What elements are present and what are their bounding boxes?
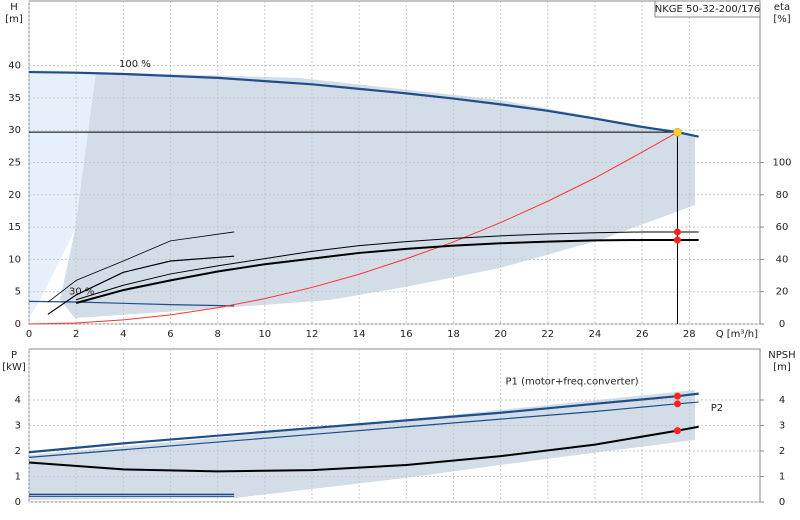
x-tick-label: 6	[167, 329, 173, 340]
y-tick-label: 20	[8, 190, 21, 201]
x-tick-label: 16	[400, 329, 413, 340]
y2-tick-label: 0	[779, 497, 785, 508]
y2-tick-label: 40	[776, 254, 789, 265]
y2-tick-label: 80	[776, 190, 789, 201]
y2-tick-label: 1	[779, 472, 785, 483]
y2-tick-label: 100	[772, 158, 791, 169]
operating-point	[673, 400, 681, 408]
y-tick-label: 35	[8, 93, 21, 104]
x-tick-label: 12	[306, 329, 319, 340]
y-tick-label: 0	[15, 497, 21, 508]
x-tick-label: 10	[258, 329, 271, 340]
chart-title: NKGE 50-32-200/176	[655, 4, 761, 15]
y-tick-label: 10	[8, 254, 21, 265]
y2-axis-unit: [m]	[773, 362, 791, 373]
title-box	[654, 0, 761, 18]
y-tick-label: 3	[15, 421, 21, 432]
y2-axis-label: NPSH	[768, 350, 795, 361]
y-tick-label: 2	[15, 446, 21, 457]
x-tick-label: 20	[494, 329, 507, 340]
x-tick-label: 14	[353, 329, 366, 340]
y-tick-label: 30	[8, 125, 21, 136]
x-tick-label: 18	[447, 329, 460, 340]
y-tick-label: 4	[15, 395, 21, 406]
y-tick-label: 25	[8, 158, 21, 169]
x-tick-label: 2	[73, 329, 79, 340]
y2-tick-label: 2	[779, 446, 785, 457]
x-tick-label: 0	[26, 329, 32, 340]
operating-point	[673, 228, 681, 236]
y-tick-label: 1	[15, 472, 21, 483]
y-tick-label: 40	[8, 61, 21, 72]
operating-point	[673, 392, 681, 400]
y2-tick-label: 20	[776, 287, 789, 298]
y2-axis-unit: [%]	[773, 14, 790, 25]
x-tick-label: 22	[541, 329, 554, 340]
x-tick-label: 24	[589, 329, 602, 340]
series-label: 100 %	[119, 59, 151, 70]
y2-tick-label: 60	[776, 222, 789, 233]
y-tick-label: 0	[15, 319, 21, 330]
x-tick-label: 4	[120, 329, 126, 340]
y2-tick-label: 4	[779, 395, 785, 406]
operating-point	[673, 236, 681, 244]
x-tick-label: 26	[636, 329, 649, 340]
series-line	[47, 231, 235, 303]
y-axis-unit: [m]	[5, 14, 23, 25]
y-axis-label: H	[10, 2, 18, 13]
y-axis-unit: [kW]	[2, 362, 26, 373]
x-tick-label: 28	[683, 329, 696, 340]
series-label: P1 (motor+freq.converter)	[506, 377, 639, 388]
operating-point	[673, 427, 681, 435]
x-tick-label: 8	[214, 329, 220, 340]
series-line	[28, 392, 699, 454]
series-line	[28, 401, 699, 458]
y2-tick-label: 3	[779, 421, 785, 432]
series-line	[76, 231, 699, 301]
y2-axis-label: eta	[774, 2, 790, 13]
series-line	[28, 425, 699, 473]
duty-point	[673, 127, 682, 137]
series-line	[47, 255, 235, 315]
series-line	[28, 300, 235, 307]
series-label: P2	[711, 403, 723, 414]
x-axis-label: Q [m³/h]	[716, 329, 758, 340]
series-line	[28, 70, 699, 138]
series-line	[28, 131, 678, 325]
series-line	[75, 239, 699, 304]
y-tick-label: 5	[15, 287, 21, 298]
y-axis-label: P	[11, 350, 17, 361]
y-tick-label: 15	[8, 222, 21, 233]
y2-tick-label: 0	[779, 319, 785, 330]
